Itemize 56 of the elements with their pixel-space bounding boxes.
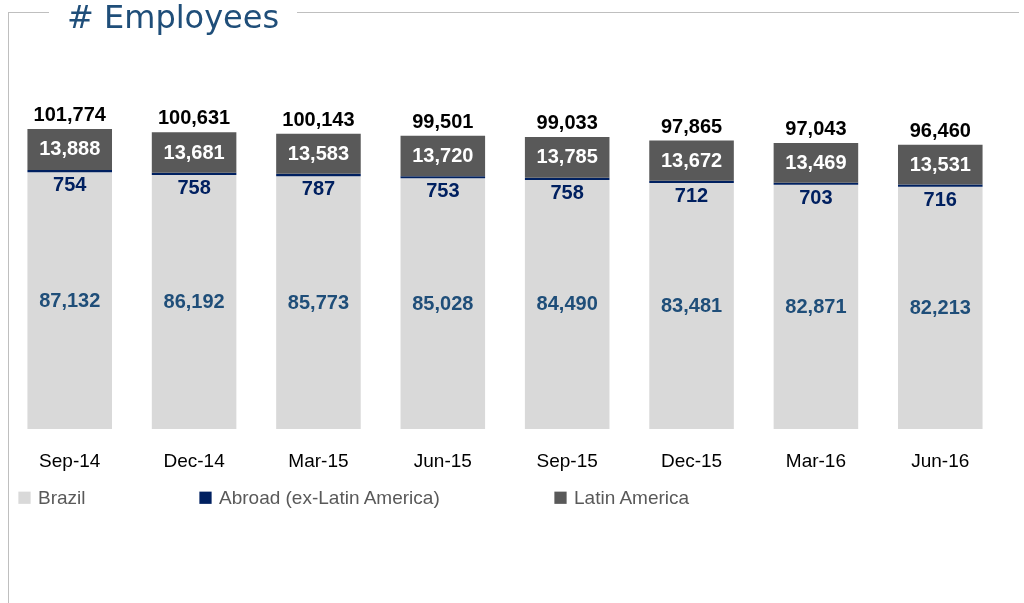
bar — [400, 178, 486, 429]
data-label: 13,720 — [412, 143, 474, 166]
bar — [649, 182, 734, 429]
bar — [524, 179, 610, 429]
x-tick-label: Jun-16 — [911, 449, 970, 471]
data-label: 758 — [177, 175, 211, 198]
data-label: 84,490 — [536, 292, 598, 315]
legend-label: Latin America — [574, 486, 690, 508]
data-label: 754 — [53, 173, 88, 196]
data-label: 13,785 — [536, 145, 598, 168]
bar — [897, 186, 983, 429]
data-label: 13,469 — [785, 150, 847, 173]
data-label: 85,773 — [287, 290, 350, 313]
total-label: 99,033 — [536, 111, 598, 134]
data-label: 13,681 — [163, 140, 225, 163]
data-label: 13,888 — [39, 137, 101, 160]
total-label: 100,631 — [157, 106, 231, 129]
data-label: 13,583 — [287, 141, 350, 164]
data-label: 86,192 — [163, 289, 225, 312]
x-tick-label: Sep-14 — [39, 449, 101, 471]
data-label: 703 — [799, 185, 833, 208]
legend-label: Abroad (ex-Latin America) — [219, 486, 440, 508]
data-label: 13,672 — [660, 148, 723, 171]
data-label: 758 — [550, 180, 584, 203]
data-label: 753 — [426, 179, 460, 202]
bar — [773, 184, 859, 429]
bar — [649, 180, 734, 183]
chart-title: # Employees — [49, 0, 298, 36]
data-label: 787 — [301, 177, 336, 200]
x-tick-label: Sep-15 — [536, 449, 598, 471]
bar — [27, 172, 113, 429]
data-label: 83,481 — [660, 293, 723, 316]
data-label: 716 — [923, 187, 957, 210]
bar — [276, 176, 361, 429]
data-label: 13,531 — [909, 152, 971, 175]
total-label: 97,043 — [785, 116, 847, 139]
total-label: 99,501 — [412, 109, 474, 132]
bar — [773, 182, 859, 185]
total-label: 96,460 — [909, 118, 971, 141]
data-label: 82,213 — [909, 295, 971, 318]
x-tick-label: Mar-16 — [785, 449, 847, 471]
data-label: 87,132 — [39, 288, 101, 311]
x-tick-label: Mar-15 — [288, 449, 349, 471]
x-tick-label: Jun-15 — [413, 449, 472, 471]
bar — [151, 174, 237, 429]
legend-label: Brazil — [38, 486, 86, 508]
total-label: 100,143 — [282, 107, 355, 130]
bar — [27, 169, 113, 173]
data-label: 85,028 — [412, 291, 474, 314]
total-label: 101,774 — [33, 103, 107, 125]
x-tick-label: Dec-14 — [163, 449, 226, 471]
data-label: 82,871 — [785, 294, 847, 317]
bar — [897, 184, 983, 187]
x-tick-label: Dec-15 — [660, 449, 723, 471]
data-label: 712 — [674, 183, 709, 206]
total-label: 97,865 — [660, 114, 723, 137]
